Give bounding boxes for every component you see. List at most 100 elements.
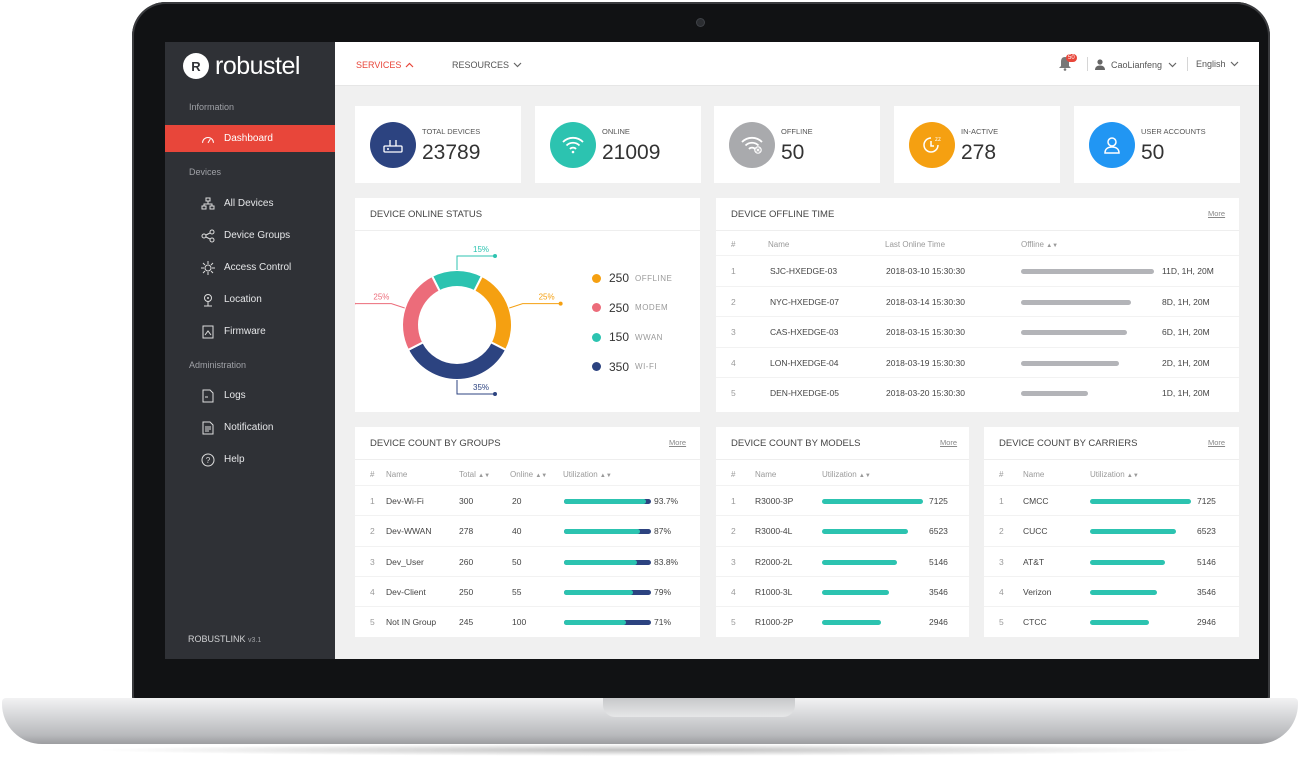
count-bar: [822, 620, 923, 626]
group-online: 20: [512, 496, 522, 506]
donut-chart: 15% 25% 35% 25%: [355, 245, 563, 396]
col-header: #: [999, 470, 1004, 479]
last-online-time: 2018-03-19 15:30:30: [886, 357, 965, 368]
nav-resources[interactable]: RESOURCES: [452, 60, 522, 70]
group-name[interactable]: Dev-Client: [386, 586, 426, 597]
camera: [697, 19, 704, 26]
row-index: 3: [731, 556, 736, 567]
carriers-count: 3546: [1197, 586, 1216, 597]
group-total: 245: [459, 617, 474, 628]
legend-item-wi-fi[interactable]: 350 WI-FI: [592, 360, 657, 374]
carriers-name[interactable]: Verizon: [1023, 586, 1052, 597]
models-name[interactable]: R2000-2L: [755, 556, 793, 567]
more-link[interactable]: More: [1208, 209, 1226, 218]
divider: [984, 459, 1239, 460]
sidebar-item-help[interactable]: ? Help: [165, 446, 335, 473]
row-divider: [716, 285, 1239, 287]
donut-slice-offline[interactable]: [472, 274, 513, 352]
utilization-percent: 71%: [654, 617, 672, 628]
stat-user-accounts[interactable]: USER ACCOUNTS 50: [1074, 106, 1240, 183]
col-header-sortable[interactable]: Utilization ▲▼: [822, 470, 871, 479]
row-index: 1: [370, 496, 375, 506]
sidebar-item-device-groups[interactable]: Device Groups: [165, 222, 335, 249]
carriers-name[interactable]: CMCC: [1023, 496, 1049, 506]
models-name[interactable]: R3000-4L: [755, 526, 793, 537]
group-name[interactable]: Dev-Wi-Fi: [386, 496, 424, 506]
group-name[interactable]: Not IN Group: [386, 617, 437, 628]
sidebar-item-all-devices[interactable]: All Devices: [165, 190, 335, 217]
divider: [716, 459, 969, 460]
donut-slice-wi-fi[interactable]: [406, 340, 508, 381]
section-information: Information: [189, 102, 235, 112]
stat-total-devices[interactable]: TOTAL DEVICES 23789: [355, 106, 521, 183]
svg-text:zz: zz: [935, 137, 941, 143]
utilization-percent: 79%: [654, 586, 672, 597]
row-divider: [984, 575, 1239, 577]
donut-slice-wwan[interactable]: [430, 269, 484, 293]
stat-label: USER ACCOUNTS: [1141, 127, 1206, 136]
row-index: 5: [731, 617, 736, 628]
donut-slice-modem[interactable]: [401, 274, 442, 352]
device-name[interactable]: SJC-HXEDGE-03: [770, 266, 838, 276]
nav-label: RESOURCES: [452, 60, 510, 70]
carriers-name[interactable]: AT&T: [1023, 556, 1045, 567]
count-bar: [822, 499, 923, 504]
col-header-sortable[interactable]: Utilization ▲▼: [563, 470, 612, 479]
sidebar-item-logs[interactable]: Logs: [165, 382, 335, 409]
sidebar-item-dashboard[interactable]: Dashboard: [165, 125, 335, 152]
stat-value: 23789: [422, 141, 481, 164]
callout-dot: [493, 392, 497, 396]
sidebar-item-firmware[interactable]: Firmware: [165, 318, 335, 345]
legend-item-modem[interactable]: 250 MODEM: [592, 301, 668, 315]
legend-label: WWAN: [635, 332, 663, 342]
more-link[interactable]: More: [940, 438, 958, 447]
legend-item-wwan[interactable]: 150 WWAN: [592, 330, 663, 344]
models-name[interactable]: R1000-2P: [755, 617, 794, 628]
utilization-bar: [564, 589, 651, 595]
sidebar-item-notification[interactable]: Notification: [165, 414, 335, 441]
more-link[interactable]: More: [669, 438, 687, 447]
nav-services[interactable]: SERVICES: [356, 60, 414, 70]
count-bar-fill: [1090, 620, 1149, 626]
offline-duration: 11D, 1H, 20M: [1162, 266, 1214, 276]
col-header-sortable[interactable]: Offline ▲▼: [1021, 240, 1058, 249]
more-link[interactable]: More: [1208, 438, 1226, 447]
sort-icon: ▲▼: [1126, 473, 1139, 479]
chevron-down-icon: [1230, 61, 1238, 67]
carriers-name[interactable]: CTCC: [1023, 617, 1047, 628]
col-header-sortable[interactable]: Total ▲▼: [459, 470, 490, 479]
stat-inactive[interactable]: zz IN-ACTIVE 278: [894, 106, 1060, 183]
app-screen: R robustel Information Dashboard Devices…: [165, 42, 1259, 659]
legend-value: 350: [609, 359, 630, 374]
stat-offline[interactable]: OFFLINE 50: [714, 106, 880, 183]
group-name[interactable]: Dev-WWAN: [386, 526, 432, 537]
user-menu[interactable]: CaoLianfeng: [1095, 59, 1177, 70]
stat-online[interactable]: ONLINE 21009: [535, 106, 701, 183]
row-index: 5: [731, 388, 736, 398]
device-name[interactable]: NYC-HXEDGE-07: [770, 296, 839, 307]
device-name[interactable]: LON-HXEDGE-04: [770, 357, 839, 368]
device-name[interactable]: DEN-HXEDGE-05: [770, 388, 839, 398]
sidebar-item-access-control[interactable]: Access Control: [165, 254, 335, 281]
col-header: #: [370, 470, 375, 479]
row-index: 1: [731, 266, 736, 276]
offline-bar-fill: [1021, 391, 1088, 396]
col-header: Name: [1023, 470, 1045, 479]
logo[interactable]: R robustel: [183, 52, 300, 80]
models-name[interactable]: R3000-3P: [755, 496, 794, 506]
carriers-count: 6523: [1197, 526, 1216, 537]
offline-bar: [1021, 299, 1154, 305]
row-divider: [984, 606, 1239, 608]
models-name[interactable]: R1000-3L: [755, 586, 793, 597]
row-divider: [716, 255, 1239, 256]
language-select[interactable]: English: [1196, 59, 1239, 69]
legend-item-offline[interactable]: 250 OFFLINE: [592, 271, 672, 285]
col-header-sortable[interactable]: Utilization ▲▼: [1090, 470, 1139, 479]
offline-bar: [1021, 360, 1154, 366]
col-header-sortable[interactable]: Online ▲▼: [510, 470, 547, 479]
group-name[interactable]: Dev_User: [386, 556, 424, 567]
carriers-name[interactable]: CUCC: [1023, 526, 1048, 537]
device-name[interactable]: CAS-HXEDGE-03: [770, 327, 839, 337]
sidebar-item-label: Location: [224, 294, 262, 305]
sidebar-item-location[interactable]: Location: [165, 286, 335, 313]
